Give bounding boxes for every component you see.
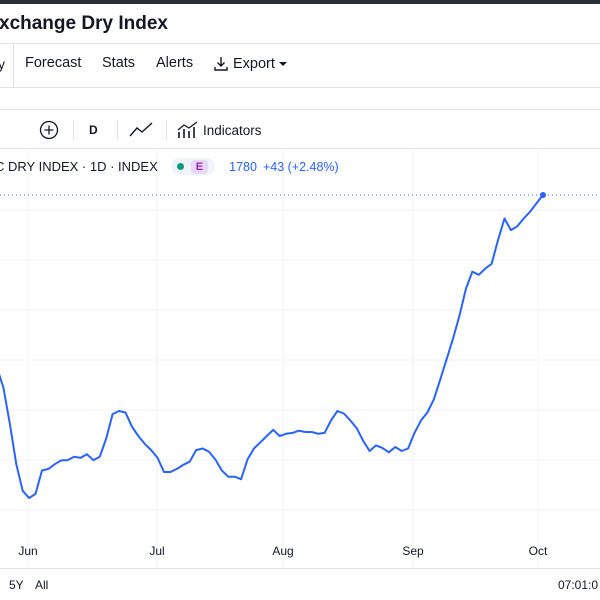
market-status-pill[interactable]: E [170, 158, 216, 175]
window-top-strip [0, 0, 600, 4]
tab-bar: y Forecast Stats Alerts Export [0, 44, 600, 88]
compare-plus-icon [39, 120, 59, 140]
download-icon [214, 57, 228, 71]
chart-pane[interactable]: C DRY INDEX · 1D · INDEX E 1780 +43 (+2.… [0, 150, 600, 568]
chart-type-button[interactable] [128, 111, 154, 149]
last-point-marker [540, 192, 546, 198]
header-spacer [0, 89, 600, 110]
price-change: +43 (+2.48%) [262, 159, 339, 174]
x-tick-label: Jul [149, 544, 165, 558]
toolbar-separator [166, 120, 167, 140]
toolbar-separator [73, 120, 74, 140]
x-tick-label: Oct [528, 544, 548, 558]
price-chart[interactable] [0, 150, 600, 568]
title-bar: xchange Dry Index [0, 4, 600, 44]
x-tick-label: Aug [272, 544, 294, 558]
market-open-dot-icon [176, 163, 184, 170]
range-all-button[interactable]: All [35, 578, 49, 592]
tab-alerts[interactable]: Alerts [156, 55, 194, 71]
symbol-description: C DRY INDEX · 1D · INDEX [0, 159, 158, 174]
tab-forecast[interactable]: Forecast [25, 55, 82, 71]
x-tick-label: Jun [18, 544, 38, 558]
tab-divider [13, 44, 14, 87]
series-line[interactable] [0, 194, 544, 499]
tab-stats[interactable]: Stats [102, 55, 136, 71]
interval-button[interactable]: D [89, 123, 98, 137]
symbol-legend: C DRY INDEX · 1D · INDEX E 1780 +43 (+2.… [0, 158, 339, 175]
indicators-icon [177, 121, 198, 138]
market-status-tag: E [190, 159, 209, 174]
export-label: Export [233, 56, 275, 72]
export-button[interactable]: Export [212, 55, 288, 73]
exchange-clock: 07:01:0 [558, 578, 599, 592]
bottom-toolbar: 5Y All 07:01:0 [0, 568, 600, 600]
caret-down-icon [278, 62, 287, 66]
indicators-button[interactable]: Indicators [177, 111, 262, 149]
range-5y-button[interactable]: 5Y [9, 578, 24, 592]
toolbar-separator [117, 120, 118, 140]
page-title: xchange Dry Index [0, 13, 168, 34]
indicators-label: Indicators [203, 122, 262, 138]
last-price: 1780 [229, 159, 257, 174]
x-tick-label: Sep [402, 544, 424, 558]
compare-symbol-button[interactable] [38, 111, 60, 149]
line-chart-icon [129, 122, 153, 137]
tab-overview-clipped[interactable]: y [0, 56, 5, 72]
time-axis[interactable]: Jun Jul Aug Sep Oct [0, 539, 600, 567]
chart-toolbar: D Indicators [0, 111, 600, 149]
